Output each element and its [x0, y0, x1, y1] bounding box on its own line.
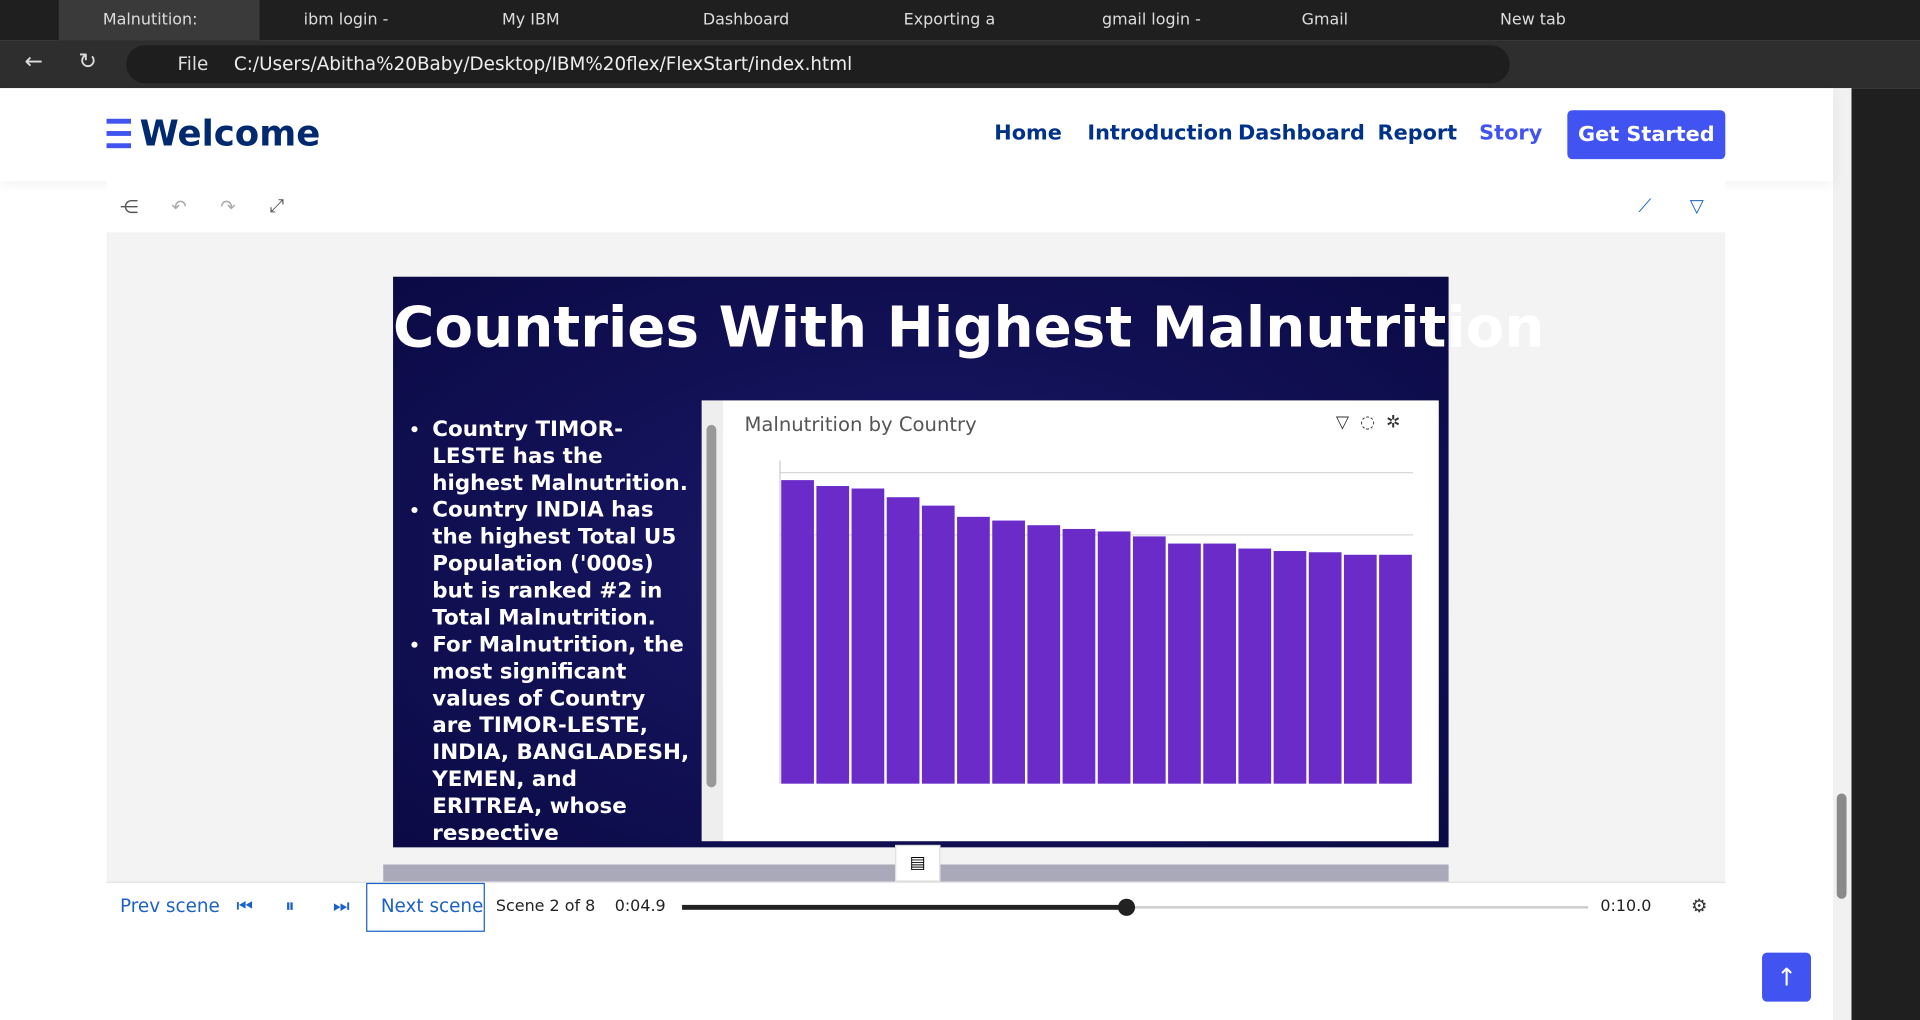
undo-icon[interactable]: ↶	[171, 195, 187, 218]
bar	[1203, 543, 1236, 784]
bar	[851, 488, 885, 784]
bar	[886, 497, 920, 784]
progress-track	[682, 906, 1589, 909]
tab[interactable]: gmail login - Sear	[1102, 11, 1201, 30]
chart-title: Malnutrition by Country	[744, 412, 977, 436]
bullet: Country TIMOR-LESTE has the highest Maln…	[432, 416, 692, 497]
bar	[1062, 528, 1096, 784]
current-time: 0:04.9	[614, 897, 666, 916]
site-header	[0, 88, 1834, 182]
bar	[1027, 525, 1061, 784]
logo	[106, 118, 132, 124]
next-scene[interactable]: Next scene	[380, 895, 484, 918]
bar	[1273, 551, 1307, 784]
nav-link[interactable]: Story	[1479, 121, 1543, 146]
story-toolbar	[106, 181, 1726, 234]
bar	[1308, 552, 1342, 784]
tab[interactable]: New tab	[1500, 11, 1566, 30]
scrollbar	[1833, 88, 1852, 1020]
expand-icon[interactable]: ⤢	[269, 194, 285, 217]
brand[interactable]: Welcome	[139, 112, 321, 155]
total-time: 0:10.0	[1600, 897, 1652, 916]
bar	[1343, 554, 1377, 784]
bar	[1379, 554, 1412, 784]
progress-fill	[682, 904, 1127, 910]
address-bar	[126, 45, 1510, 84]
share-icon[interactable]: ⋲	[120, 195, 139, 218]
bar	[781, 480, 814, 784]
bullets: Country TIMOR-LESTE has the highest Maln…	[410, 416, 692, 840]
bar	[816, 486, 850, 784]
tab[interactable]: Malnutition: Analy	[102, 11, 198, 30]
file-label: File	[177, 52, 209, 75]
nav-link[interactable]: Dashboard	[1237, 121, 1365, 146]
scroll-thumb[interactable]	[1836, 793, 1847, 899]
filter-icon[interactable]: ▽	[1689, 194, 1704, 217]
bar	[992, 520, 1025, 784]
bar	[1238, 548, 1272, 784]
sidebar	[1851, 88, 1920, 1020]
tab[interactable]: Dashboard malnu	[702, 11, 790, 30]
chart-tools[interactable]: ▽◌✲	[1335, 412, 1412, 433]
reload-button[interactable]: ↻	[78, 48, 97, 75]
bullet: For Malnutrition, the most significant v…	[432, 632, 692, 840]
progress-knob[interactable]	[1117, 898, 1135, 916]
tab[interactable]: Exporting a dashb	[903, 11, 996, 30]
bar	[957, 516, 990, 784]
prev-scene[interactable]: Prev scene	[120, 895, 220, 918]
tab[interactable]: Gmail	[1301, 11, 1349, 30]
tab-strip	[0, 0, 1920, 41]
address[interactable]: C:/Users/Abitha%20Baby/Desktop/IBM%20fle…	[233, 52, 853, 75]
notes-button[interactable]: ▤	[895, 844, 941, 882]
back-to-top[interactable]: ↑	[1762, 952, 1812, 1002]
tab[interactable]: ibm login - Search	[303, 11, 389, 30]
settings-icon[interactable]: ⚙	[1691, 895, 1708, 918]
bar	[921, 505, 955, 784]
first-button[interactable]: ⏮	[236, 895, 253, 918]
pause-button[interactable]: ⏸	[285, 895, 295, 918]
bar	[1168, 543, 1201, 784]
nav-link[interactable]: Home	[994, 121, 1062, 146]
bar	[1097, 531, 1131, 784]
tab[interactable]: My IBM	[502, 11, 560, 30]
bar	[1132, 536, 1166, 784]
card-scroll-thumb[interactable]	[706, 424, 717, 788]
scene-count: Scene 2 of 8	[495, 897, 596, 916]
bullet: Country INDIA has the highest Total U5 P…	[432, 497, 692, 632]
back-button[interactable]: ←	[24, 48, 43, 75]
nav-link[interactable]: Report	[1377, 121, 1458, 146]
redo-icon[interactable]: ↷	[220, 195, 236, 218]
next-frame	[366, 882, 485, 932]
get-started[interactable]: Get Started	[1567, 110, 1726, 160]
nav-link[interactable]: Introduction	[1087, 121, 1233, 146]
slide-title: Countries With Highest Malnutrition	[393, 293, 1545, 361]
active-tab	[58, 0, 260, 41]
last-button[interactable]: ⏭	[333, 895, 350, 918]
chart-icon[interactable]: ⟋	[1638, 194, 1652, 217]
